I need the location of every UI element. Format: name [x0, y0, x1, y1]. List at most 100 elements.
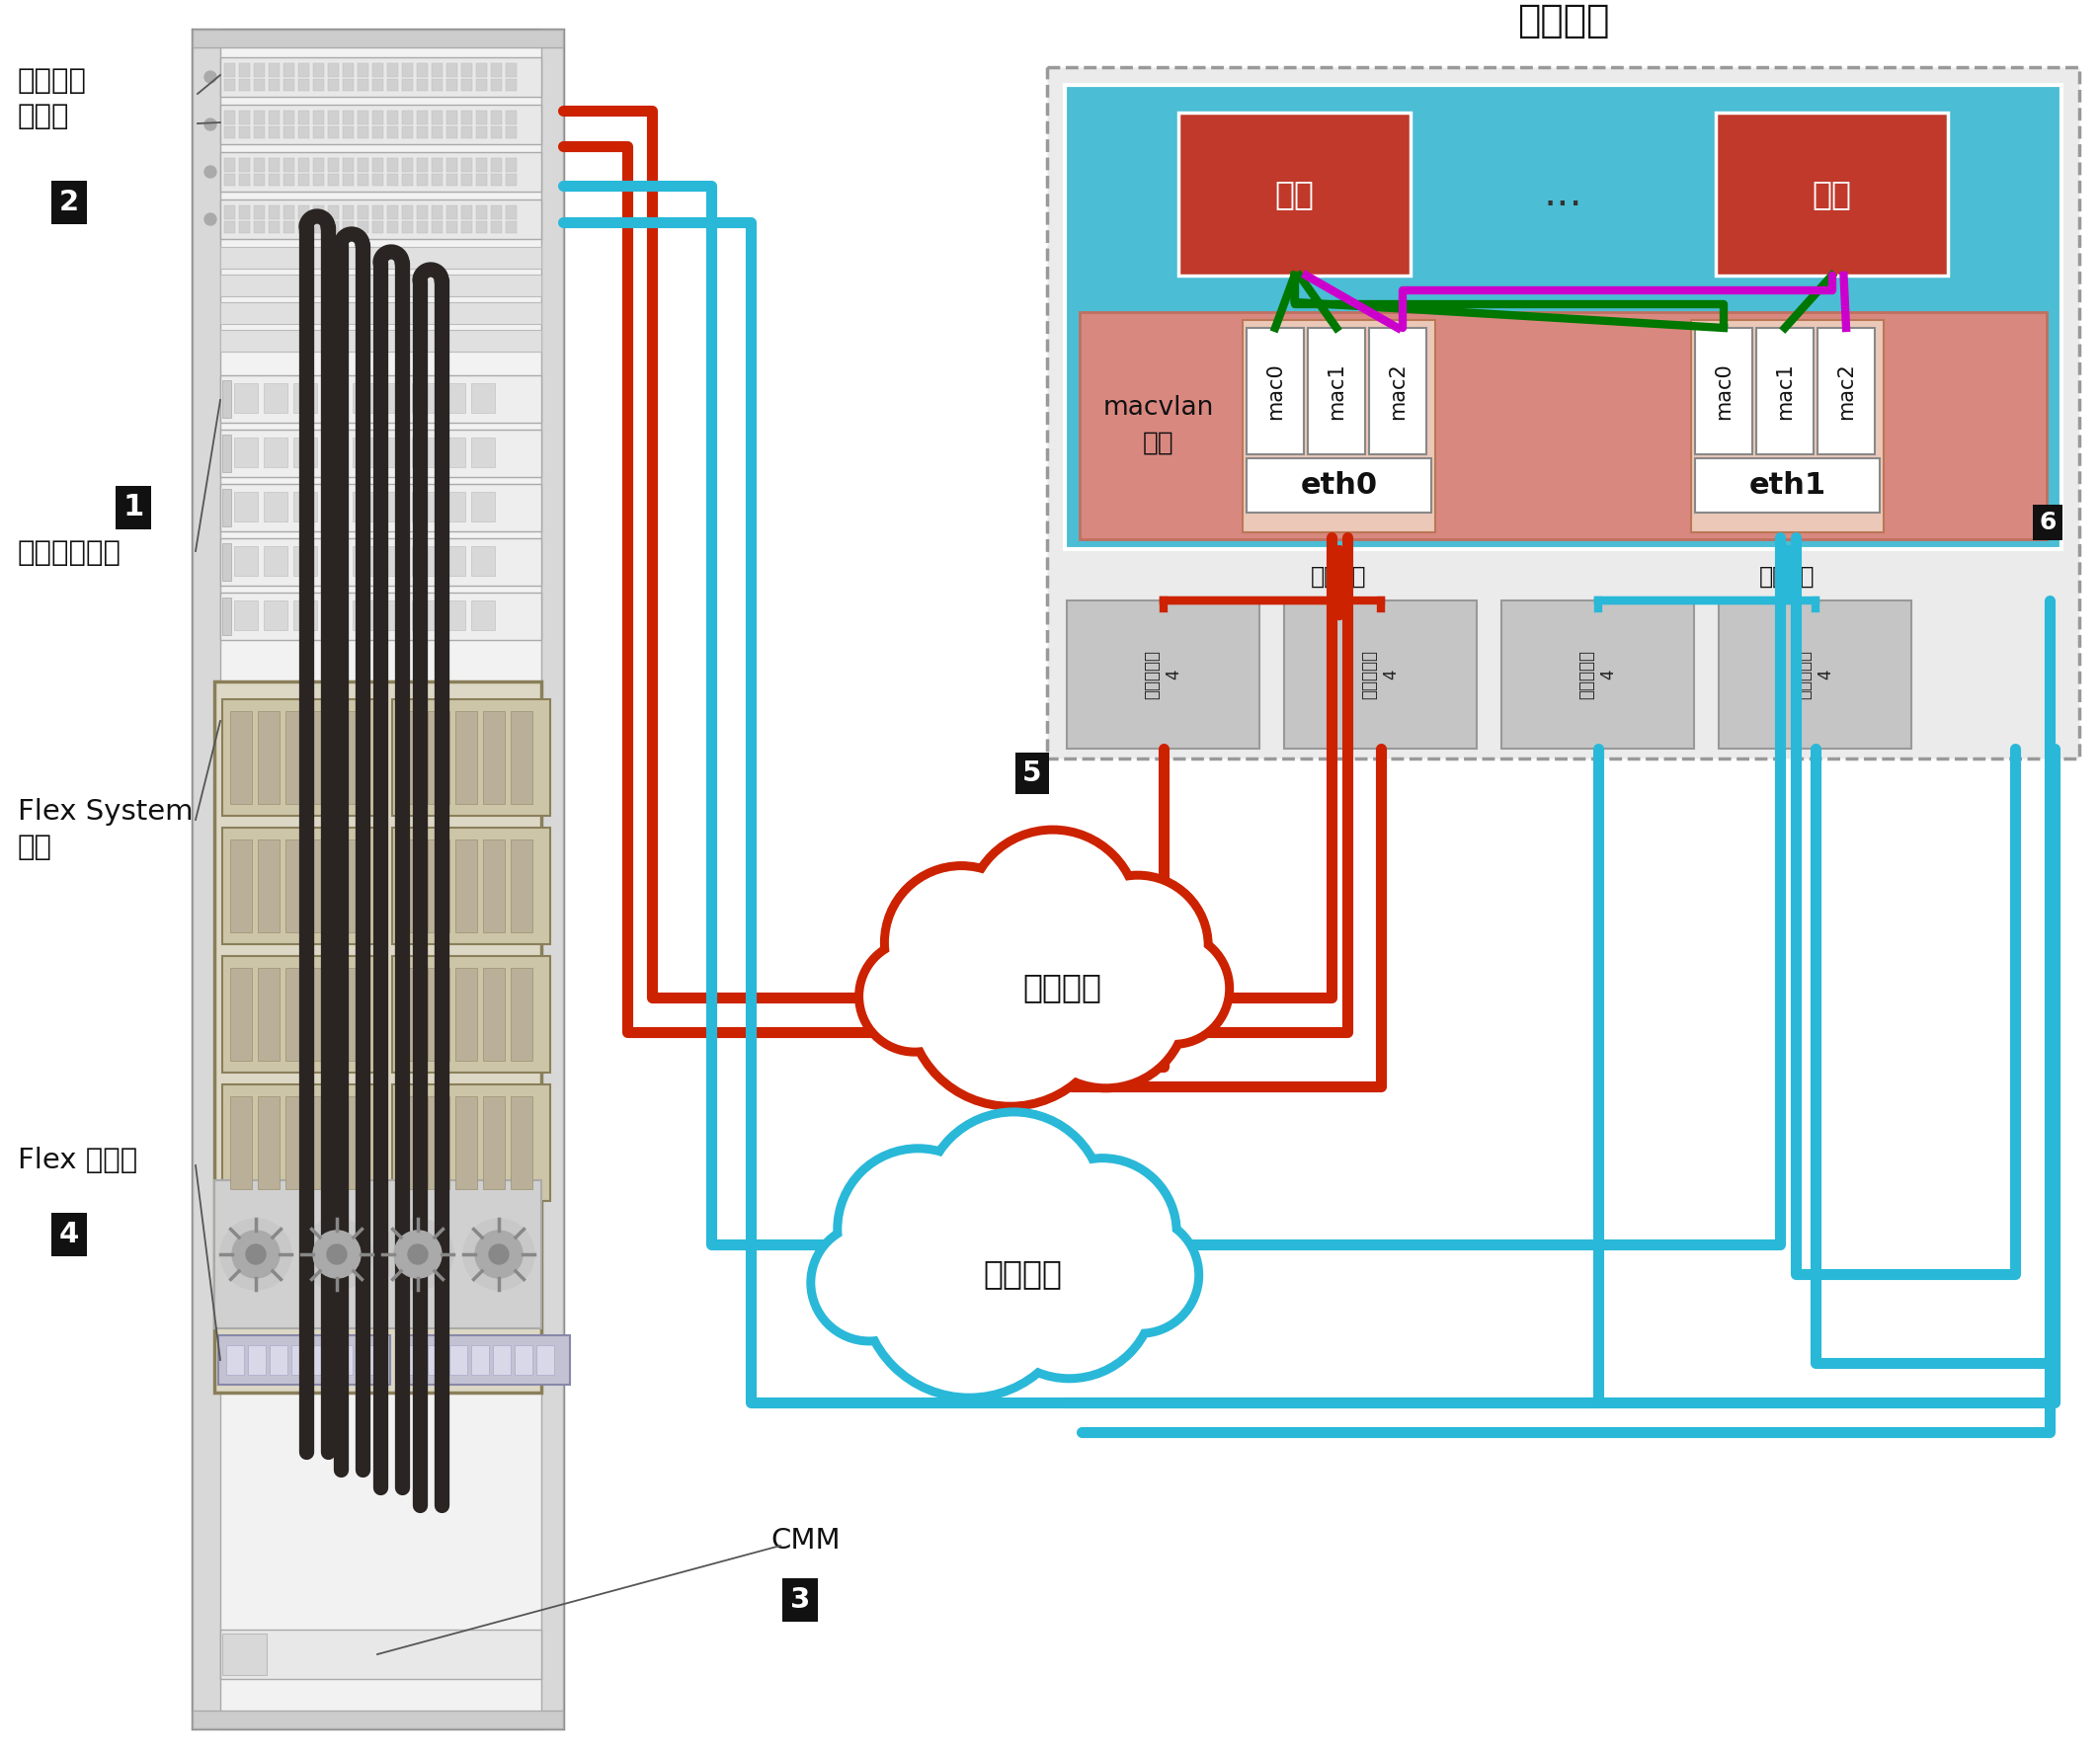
Bar: [470, 383, 496, 413]
Bar: [462, 127, 472, 139]
Text: 容器: 容器: [1275, 177, 1315, 211]
Bar: [1247, 459, 1432, 513]
Circle shape: [328, 1244, 346, 1265]
Bar: [254, 63, 265, 77]
Bar: [223, 488, 231, 527]
Bar: [401, 206, 414, 220]
Circle shape: [859, 1179, 1079, 1402]
Bar: [372, 63, 384, 77]
Circle shape: [246, 1244, 267, 1265]
Bar: [225, 174, 235, 186]
Bar: [433, 174, 443, 186]
Bar: [193, 30, 563, 47]
Circle shape: [920, 1109, 1107, 1295]
Bar: [1502, 601, 1695, 748]
Bar: [491, 63, 502, 77]
Bar: [254, 158, 265, 172]
Bar: [193, 30, 220, 1729]
Circle shape: [1025, 1154, 1180, 1311]
Bar: [323, 601, 346, 631]
Bar: [401, 221, 414, 234]
Circle shape: [395, 1230, 441, 1277]
Bar: [231, 968, 252, 1061]
Circle shape: [1029, 931, 1182, 1082]
Bar: [313, 1096, 334, 1189]
Bar: [254, 221, 265, 234]
Bar: [456, 1096, 477, 1189]
Bar: [1690, 320, 1884, 532]
Bar: [416, 127, 428, 139]
Bar: [231, 840, 252, 933]
Bar: [416, 63, 428, 77]
Circle shape: [475, 1230, 523, 1277]
Bar: [353, 546, 376, 576]
Bar: [284, 206, 294, 220]
Text: 3: 3: [790, 1587, 811, 1613]
Text: Flex System
機箱: Flex System 機箱: [17, 798, 193, 861]
Bar: [342, 158, 353, 172]
Bar: [220, 105, 542, 144]
Bar: [342, 206, 353, 220]
Bar: [323, 437, 346, 467]
Bar: [313, 127, 323, 139]
Text: 水冷散熱器
4: 水冷散熱器 4: [1577, 650, 1617, 699]
Bar: [223, 699, 380, 815]
Bar: [225, 63, 235, 77]
Bar: [399, 1096, 422, 1189]
Bar: [1716, 112, 1949, 276]
Bar: [328, 174, 338, 186]
Text: Flex 交換器: Flex 交換器: [17, 1147, 136, 1174]
Bar: [298, 63, 309, 77]
Circle shape: [220, 1219, 292, 1290]
Bar: [428, 1346, 445, 1374]
Bar: [258, 840, 279, 933]
Bar: [239, 127, 250, 139]
Text: 機架式伺服器: 機架式伺服器: [17, 539, 122, 568]
Bar: [286, 840, 307, 933]
Bar: [220, 592, 542, 640]
Bar: [506, 63, 517, 77]
Bar: [357, 127, 367, 139]
Text: ...: ...: [1544, 174, 1583, 214]
Bar: [386, 206, 399, 220]
Bar: [447, 111, 458, 125]
Bar: [269, 206, 279, 220]
Bar: [483, 840, 504, 933]
Bar: [447, 174, 458, 186]
Bar: [328, 79, 338, 91]
Bar: [382, 383, 405, 413]
Bar: [233, 492, 258, 522]
Bar: [239, 174, 250, 186]
Circle shape: [489, 1244, 508, 1265]
Bar: [386, 221, 399, 234]
Circle shape: [964, 826, 1142, 1005]
Bar: [433, 206, 443, 220]
Bar: [483, 1096, 504, 1189]
Bar: [493, 1346, 510, 1374]
Bar: [265, 437, 288, 467]
Bar: [416, 79, 428, 91]
Bar: [233, 437, 258, 467]
Text: 水冷散熱器
4: 水冷散熱器 4: [1361, 650, 1401, 699]
Bar: [382, 601, 405, 631]
Text: 6: 6: [2039, 511, 2056, 534]
Bar: [220, 274, 542, 297]
Circle shape: [313, 1230, 361, 1277]
Bar: [433, 221, 443, 234]
Bar: [401, 63, 414, 77]
Bar: [372, 221, 384, 234]
Circle shape: [1033, 1163, 1172, 1302]
Bar: [456, 968, 477, 1061]
Bar: [223, 1084, 380, 1202]
Bar: [510, 840, 533, 933]
Bar: [298, 158, 309, 172]
Bar: [220, 153, 542, 192]
Bar: [447, 206, 458, 220]
Bar: [1247, 329, 1304, 455]
Circle shape: [204, 118, 216, 130]
Bar: [225, 127, 235, 139]
Circle shape: [407, 1244, 428, 1265]
Bar: [506, 174, 517, 186]
Bar: [1756, 329, 1814, 455]
Bar: [470, 492, 496, 522]
